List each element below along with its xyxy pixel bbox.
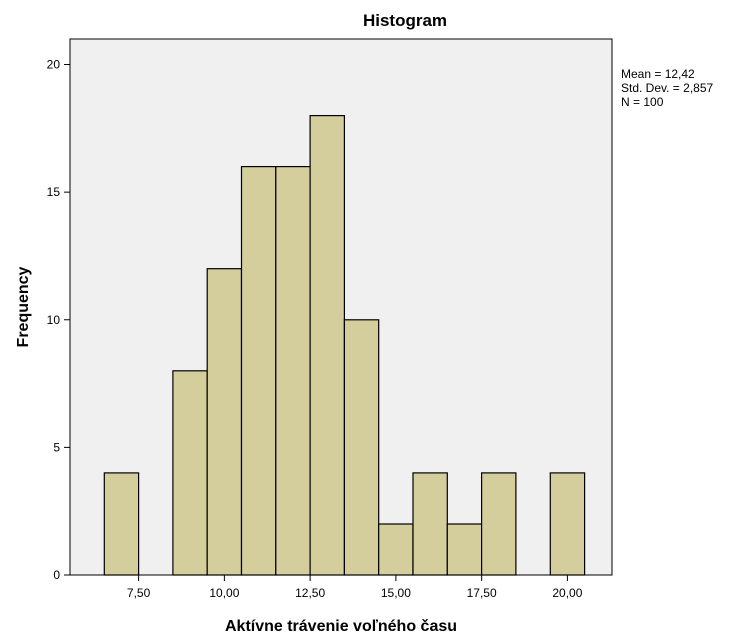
stat-mean: Mean = 12,42 — [621, 67, 695, 81]
histogram-bar-2 — [206, 268, 243, 576]
y-tick-label-3: 15 — [47, 185, 61, 199]
stat-std-dev: Std. Dev. = 2,857 — [621, 81, 713, 95]
y-axis-title: Frequency — [15, 266, 32, 347]
statistics-legend: Mean = 12,42 Std. Dev. = 2,857 N = 100 — [621, 67, 713, 109]
x-tick-label-1: 10,00 — [209, 586, 239, 600]
histogram-bar-6 — [343, 319, 380, 576]
x-tick-label-3: 15,00 — [381, 586, 411, 600]
chart-title: Histogram — [363, 11, 447, 30]
histogram-bar-7 — [378, 523, 414, 576]
x-tick-label-0: 7,50 — [127, 586, 151, 600]
histogram-bar-3 — [240, 166, 277, 576]
y-tick-label-4: 20 — [47, 58, 61, 72]
bars-group — [103, 114, 586, 576]
histogram-bar-1 — [172, 370, 208, 576]
histogram-bar-10 — [481, 472, 517, 576]
histogram-bar-11 — [549, 472, 586, 576]
y-tick-label-2: 10 — [47, 313, 61, 327]
y-tick-label-1: 5 — [53, 440, 60, 454]
histogram-bar-8 — [412, 472, 448, 576]
histogram-bar-9 — [446, 523, 483, 576]
x-axis: 7,50 10,00 12,50 15,00 17,50 20,00 — [127, 575, 583, 600]
y-tick-label-0: 0 — [53, 568, 60, 582]
histogram-bar-5 — [309, 114, 346, 576]
x-axis-title: Aktívne trávenie voľného času — [225, 618, 457, 635]
histogram-bar-0 — [103, 472, 140, 576]
x-tick-label-5: 20,00 — [552, 586, 582, 600]
x-tick-label-2: 12,50 — [295, 586, 325, 600]
y-axis: 0 5 10 15 20 — [47, 58, 70, 582]
x-tick-label-4: 17,50 — [467, 586, 497, 600]
stat-n: N = 100 — [621, 95, 664, 109]
histogram-bar-4 — [275, 166, 311, 576]
